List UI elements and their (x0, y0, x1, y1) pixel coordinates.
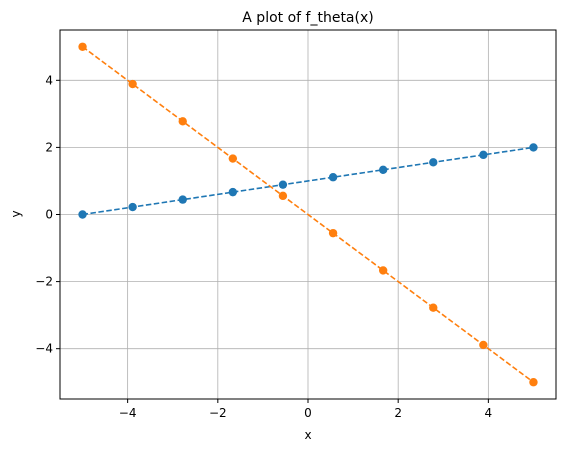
y-tick-label: −2 (35, 275, 53, 289)
data-point (228, 187, 238, 197)
data-point (328, 173, 338, 182)
data-point (529, 143, 538, 152)
data-point (378, 165, 388, 174)
data-point (278, 191, 288, 201)
grid (60, 30, 556, 399)
chart-title: A plot of f_theta(x) (242, 10, 373, 26)
series-line-2 (82, 46, 534, 383)
data-point (228, 154, 238, 163)
x-tick-label: 0 (304, 406, 312, 420)
ticks: −4 −2 0 2 4 −4 −2 0 2 4 (35, 73, 492, 420)
x-tick-label: −2 (209, 406, 227, 420)
y-axis-label: y (9, 210, 23, 217)
y-tick-label: 4 (45, 73, 53, 87)
y-tick-label: 2 (45, 140, 53, 154)
y-tick-label: 0 (45, 208, 53, 222)
data-point (278, 180, 288, 189)
data-point (178, 117, 187, 126)
data-point (479, 340, 488, 350)
data-point (429, 158, 438, 167)
x-tick-label: −4 (119, 406, 137, 420)
data-point (128, 202, 137, 212)
data-point (128, 79, 137, 89)
data-point (529, 378, 538, 387)
data-point (328, 228, 338, 238)
x-axis-label: x (304, 428, 311, 442)
series-line-1 (82, 146, 534, 216)
x-tick-label: 4 (485, 406, 493, 420)
data-point (378, 266, 388, 275)
x-tick-label: 2 (394, 406, 402, 420)
data-point (78, 210, 87, 219)
data-point (78, 42, 87, 51)
series-layer (78, 42, 538, 387)
data-point (479, 150, 488, 160)
y-tick-label: −4 (35, 342, 53, 356)
data-point (429, 303, 438, 312)
data-point (178, 195, 187, 204)
